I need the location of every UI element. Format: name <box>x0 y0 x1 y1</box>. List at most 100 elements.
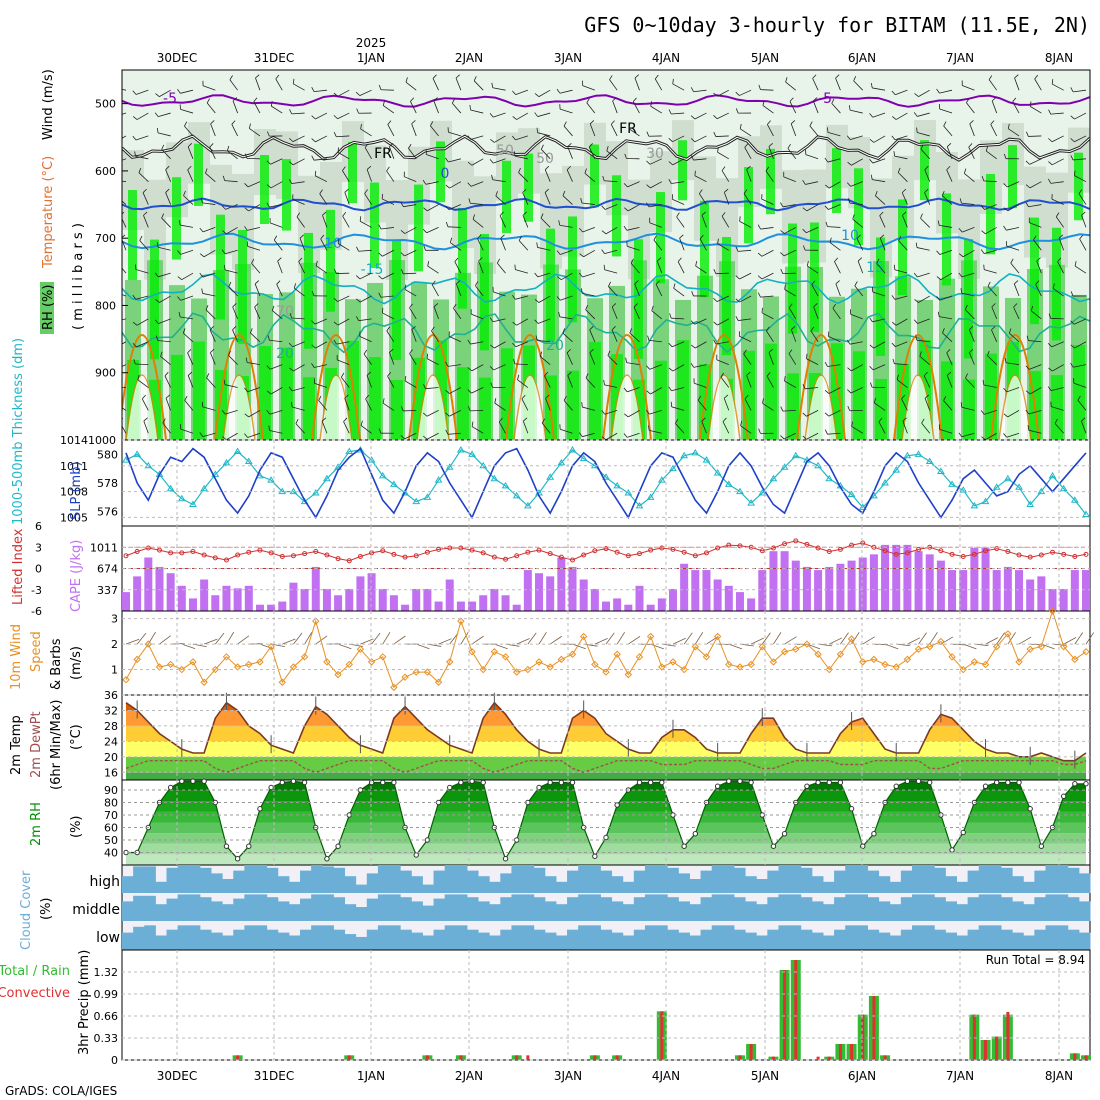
cape-bar <box>356 576 365 611</box>
wind-barb <box>210 123 216 137</box>
wind-barb <box>739 89 752 96</box>
precip-conv-bar <box>615 1055 619 1060</box>
wind-barb-flag <box>288 342 293 347</box>
wind-barb <box>452 103 462 114</box>
wind-barb-flag <box>584 168 587 174</box>
wind-barb-flag <box>184 121 188 127</box>
wind-barb <box>315 265 328 274</box>
cloud-cell <box>656 894 668 921</box>
wind-barb <box>433 100 439 114</box>
wind-barb <box>605 432 618 440</box>
wind10-barb <box>650 643 664 650</box>
wind10-marker <box>512 668 521 676</box>
wind-barb-flag <box>672 78 674 84</box>
wind-barb-flag <box>156 127 159 133</box>
wind-barb-flag <box>522 211 527 216</box>
cloud-cell <box>978 865 991 893</box>
wind10-barb <box>214 632 225 645</box>
wind-barb-flag <box>155 335 159 341</box>
wind-barb <box>1081 215 1087 228</box>
thickness-marker <box>702 456 711 463</box>
wind-barb-flag <box>1048 109 1052 115</box>
wind-barb <box>247 181 261 188</box>
cape-bar <box>713 579 722 611</box>
lifted-marker <box>480 550 486 556</box>
wind-barb-flag <box>607 350 611 356</box>
wind-barb <box>224 180 238 183</box>
wind-barb-flag <box>946 371 952 376</box>
lifted-marker <box>279 553 285 559</box>
wind-barb <box>180 249 194 255</box>
wind-barb <box>961 272 975 278</box>
wind-barb <box>403 410 417 412</box>
wind-barb <box>738 318 752 321</box>
cloud-cell <box>166 929 179 950</box>
wind10-marker <box>1082 648 1090 656</box>
wind-barb-flag <box>892 358 895 364</box>
wind-barb <box>762 105 774 114</box>
wind-barb-flag <box>111 317 114 321</box>
wind-barb <box>673 287 685 297</box>
wind-barb-flag <box>1055 212 1060 217</box>
cape-bar <box>892 544 901 611</box>
wind-barb-flag <box>757 292 761 298</box>
cape-bar <box>378 588 387 611</box>
cloud-cell <box>188 894 201 921</box>
cloud-cell <box>600 870 613 893</box>
cloud-cell <box>1078 901 1091 921</box>
wind-barb-flag <box>344 188 349 193</box>
wind-barb <box>805 154 819 160</box>
cloud-cell <box>822 904 835 921</box>
wind-barb-flag <box>161 144 165 150</box>
wind-barb-flag <box>232 326 237 331</box>
rh2m-marker <box>647 779 654 786</box>
wind-barb <box>380 227 394 230</box>
wind-barb-flag <box>490 344 495 349</box>
wind-barb-flag <box>408 143 412 149</box>
cloud-cell <box>767 870 779 893</box>
cloud-cell <box>355 884 368 893</box>
rh2m-marker <box>536 784 542 791</box>
wind-barb-flag <box>244 153 248 159</box>
wind-barb <box>1010 262 1020 274</box>
precip-tick: 1.32 <box>94 966 119 979</box>
wind-barb-flag <box>699 234 704 240</box>
rh-patch <box>963 379 975 440</box>
wind-barb-flag <box>333 321 339 326</box>
wind-barb-flag <box>721 166 726 171</box>
wind-barb <box>1029 106 1042 114</box>
cloud-cell <box>934 929 946 950</box>
thickness-marker <box>579 454 588 462</box>
wind-barb <box>1073 158 1087 161</box>
cloud-cell <box>956 935 969 950</box>
wind-barb <box>584 172 596 182</box>
wind-barb-flag <box>891 342 896 347</box>
wind-barb <box>1051 158 1064 166</box>
wind-barb <box>471 387 484 394</box>
wind-barb-flag <box>386 326 391 332</box>
wind-barb-flag <box>757 224 761 230</box>
wind-barb <box>141 398 149 411</box>
cloud-cell <box>311 925 323 950</box>
wind-barb-flag <box>1003 207 1008 212</box>
cloud-cell <box>333 897 346 921</box>
wind-barb-flag <box>780 268 784 274</box>
wind-barb <box>1029 364 1042 370</box>
wind-barb <box>380 295 394 298</box>
wind-barb-flag <box>646 131 650 137</box>
cloud-cell <box>355 936 368 950</box>
wind-barb-flag <box>653 235 657 241</box>
wind-barb-flag <box>1070 362 1074 368</box>
cloud-cell <box>611 901 624 921</box>
wind-barb <box>1034 78 1042 91</box>
rh-patch <box>898 199 907 296</box>
wind-barb <box>521 398 529 411</box>
wind-barb-flag <box>431 326 435 332</box>
rh2m-marker <box>1072 781 1078 787</box>
wind-barb-flag <box>668 342 673 348</box>
wind-barb <box>694 135 707 143</box>
thickness-marker <box>367 456 376 463</box>
wind-barb-flag <box>132 294 137 300</box>
wind-barb <box>765 170 774 182</box>
wind-barb-flag <box>959 198 962 204</box>
